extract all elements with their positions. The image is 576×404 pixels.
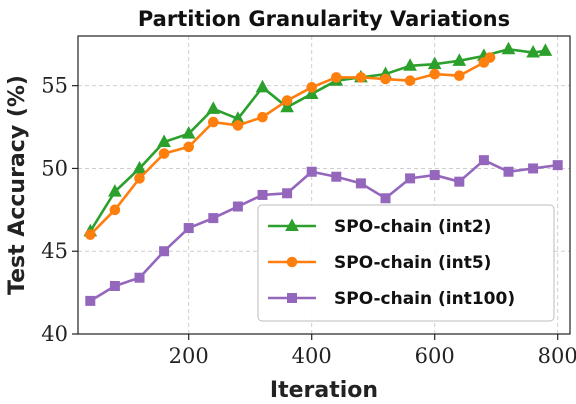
data-point <box>528 163 539 174</box>
data-point <box>257 189 268 200</box>
data-point <box>232 201 243 212</box>
data-point <box>454 176 465 187</box>
data-point <box>159 246 170 257</box>
legend-marker <box>285 218 299 231</box>
axis-ticks: 200 400 600 800 40 45 50 55 <box>41 74 576 368</box>
data-point <box>257 111 268 123</box>
data-point <box>282 188 293 199</box>
legend-entry: SPO-chain (int100) <box>268 289 515 309</box>
data-point <box>109 204 121 216</box>
data-point <box>452 53 467 66</box>
data-point <box>108 184 122 197</box>
data-point <box>380 193 391 204</box>
legend-label: SPO-chain (int5) <box>334 253 491 273</box>
data-point <box>157 134 171 147</box>
data-point <box>281 95 293 106</box>
legend-box <box>257 204 555 322</box>
data-point <box>280 99 294 113</box>
y-tick-label: 55 <box>41 74 68 98</box>
data-point <box>405 173 416 184</box>
data-point <box>355 72 367 83</box>
data-point <box>85 295 96 306</box>
data-point <box>85 229 96 240</box>
data-point <box>304 86 319 99</box>
data-point <box>232 120 244 131</box>
legend: SPO-chain (int2) SPO-chain (int5) SPO-chai… <box>257 204 555 322</box>
data-point <box>538 43 553 56</box>
data-point <box>355 178 366 189</box>
data-point <box>404 75 416 86</box>
series-2 <box>85 52 496 240</box>
data-point <box>181 126 196 139</box>
legend-marker <box>286 256 298 268</box>
legend-label: SPO-chain (int100) <box>334 289 515 309</box>
legend-label: SPO-chain (int2) <box>334 217 491 237</box>
x-axis-label: Iteration <box>270 378 378 403</box>
data-point <box>109 280 120 291</box>
data-point <box>331 171 342 182</box>
data-point <box>208 213 219 224</box>
data-point <box>429 170 440 181</box>
data-point <box>134 173 145 184</box>
data-point <box>526 45 540 58</box>
data-point <box>478 155 489 166</box>
data-point <box>255 79 270 93</box>
data-point <box>132 160 147 174</box>
x-tick-label: 200 <box>169 344 209 368</box>
data-point <box>208 116 219 128</box>
data-point <box>206 101 221 114</box>
data-point <box>306 82 318 93</box>
data-point <box>331 72 342 83</box>
data-point <box>183 141 194 153</box>
y-axis-label: Test Accuracy (%) <box>5 75 30 295</box>
x-tick-label: 400 <box>292 344 332 368</box>
legend-entry: SPO-chain (int2) <box>268 217 491 237</box>
data-point <box>454 70 465 82</box>
series-1 <box>83 41 553 237</box>
chart-title: Partition Granularity Variations <box>138 7 510 31</box>
plot-frame <box>77 35 571 335</box>
data-point <box>403 58 417 71</box>
series-line <box>89 47 546 233</box>
data-point <box>158 148 170 159</box>
data-point <box>501 41 516 55</box>
series-3 <box>85 155 563 306</box>
data-point <box>306 166 317 177</box>
series-layer <box>83 41 563 306</box>
data-point <box>484 52 496 63</box>
x-tick-label: 800 <box>538 344 576 368</box>
data-point <box>427 56 442 70</box>
data-point <box>183 223 194 234</box>
y-tick-label: 50 <box>41 156 68 180</box>
legend-entry: SPO-chain (int5) <box>268 253 491 273</box>
data-point <box>380 73 391 85</box>
data-point <box>134 272 145 283</box>
y-tick-label: 45 <box>41 239 68 263</box>
legend-marker <box>287 293 297 303</box>
x-tick-label: 600 <box>415 344 455 368</box>
data-point <box>429 68 441 80</box>
y-tick-label: 40 <box>41 322 68 346</box>
data-point <box>503 166 514 177</box>
data-point <box>552 160 563 171</box>
